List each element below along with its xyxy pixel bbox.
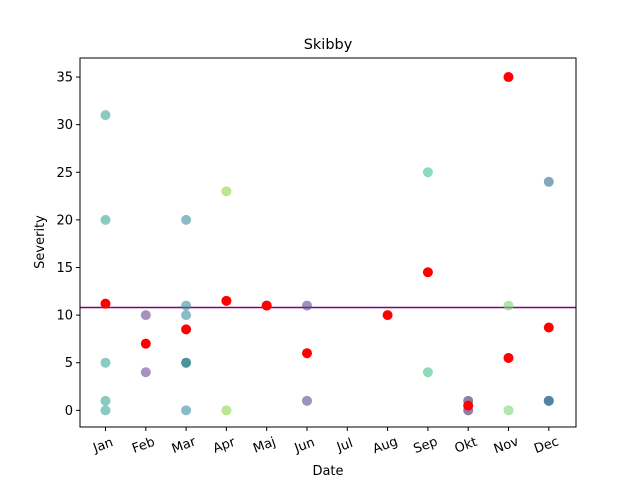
data-point xyxy=(503,300,514,311)
x-tick-label: Apr xyxy=(211,435,238,457)
data-point xyxy=(181,357,192,368)
data-point xyxy=(221,186,232,197)
y-tick-label: 30 xyxy=(56,118,73,133)
y-axis: 0 5 10 15 20 25 30 35 xyxy=(56,71,80,419)
mean-point xyxy=(261,300,272,311)
data-point xyxy=(181,405,192,416)
mean-point xyxy=(543,322,554,333)
data-point xyxy=(140,310,151,321)
data-point xyxy=(543,176,554,187)
data-point xyxy=(503,405,514,416)
y-tick-label: 5 xyxy=(65,356,73,371)
axes-frame xyxy=(79,57,577,428)
y-tick-label: 20 xyxy=(56,213,73,228)
mean-point xyxy=(422,267,433,278)
y-tick-label: 35 xyxy=(56,71,73,86)
chart-title: Skibby xyxy=(304,37,353,53)
y-tick-label: 25 xyxy=(56,166,73,181)
x-tick-label: Jan xyxy=(90,435,115,456)
mean-point xyxy=(140,338,151,349)
mean-point xyxy=(221,295,232,306)
y-axis-label: Severity xyxy=(33,215,48,269)
mean-point xyxy=(100,298,111,309)
data-point xyxy=(100,110,111,121)
x-axis-label: Date xyxy=(312,464,343,479)
data-point xyxy=(543,395,554,406)
x-tick-label: Jun xyxy=(292,435,317,456)
y-tick-label: 0 xyxy=(65,404,73,419)
x-tick-label: Maj xyxy=(251,435,278,457)
data-point xyxy=(100,214,111,225)
data-point xyxy=(422,167,433,178)
data-point xyxy=(181,310,192,321)
x-tick-label: Feb xyxy=(130,435,157,457)
mean-point xyxy=(503,72,514,83)
mean-point xyxy=(382,310,393,321)
data-point xyxy=(140,367,151,378)
mean-point xyxy=(463,400,474,411)
x-tick-label: Jul xyxy=(334,436,355,456)
data-point xyxy=(302,300,312,311)
y-tick-label: 10 xyxy=(56,309,73,324)
mean-point xyxy=(181,324,192,335)
data-point xyxy=(100,405,111,416)
data-point xyxy=(100,395,111,406)
data-point xyxy=(100,357,111,368)
data-point xyxy=(181,214,192,225)
plot-area xyxy=(80,72,576,416)
data-point xyxy=(181,300,192,311)
x-tick-label: Okt xyxy=(453,435,480,457)
x-axis: Jan Feb Mar Apr Maj Jun Jul Aug Sep Okt Nov Dec xyxy=(90,427,561,457)
mean-point xyxy=(302,348,312,359)
data-point xyxy=(302,395,312,406)
data-point xyxy=(422,367,433,378)
data-point xyxy=(221,405,232,416)
mean-point xyxy=(503,352,514,363)
y-tick-label: 15 xyxy=(56,261,73,276)
